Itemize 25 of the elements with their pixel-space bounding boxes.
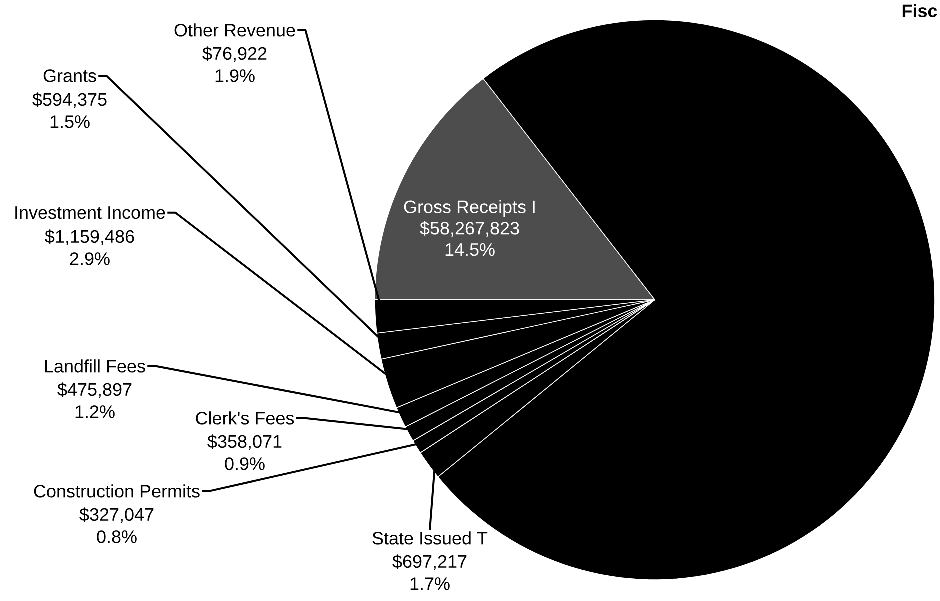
text: 1.9% xyxy=(216,70,255,82)
slice-label: Grants xyxy=(44,70,96,82)
text: 14.5% xyxy=(446,243,495,256)
chart-title: Fisc xyxy=(902,4,938,18)
slice-label: Landfill Fees xyxy=(45,360,146,373)
slice-label: Investment Income xyxy=(16,206,166,220)
text: $327,047 xyxy=(80,508,154,524)
text: 0.8% xyxy=(97,530,137,544)
slice-label: Construction Permits xyxy=(34,484,200,498)
text: 0.9% xyxy=(225,458,265,470)
text: $1,159,486 xyxy=(45,230,134,246)
text: $697,217 xyxy=(392,554,467,570)
text: 1.2% xyxy=(76,406,115,418)
text: $594,375 xyxy=(32,92,107,108)
text: 1.5% xyxy=(50,116,90,128)
text: 2.9% xyxy=(70,252,110,266)
text: 1.7% xyxy=(410,578,450,590)
slice-label: State Issued T xyxy=(372,532,488,545)
slice-label: Clerk's Fees xyxy=(196,412,294,425)
slice-label: Other Revenue xyxy=(174,24,296,37)
text: $76,922 xyxy=(202,46,267,62)
text: $475,897 xyxy=(58,382,132,398)
text: $358,071 xyxy=(208,434,282,450)
slice-label: Gross Receipts I xyxy=(404,200,535,218)
text: $58,267,823 xyxy=(420,221,520,237)
